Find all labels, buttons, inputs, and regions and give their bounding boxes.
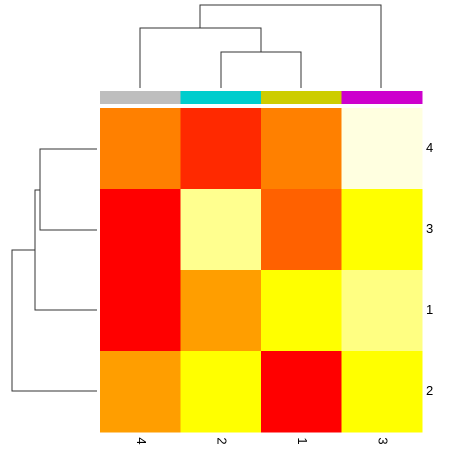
row-label: 1	[426, 302, 433, 317]
heatmap-cell	[100, 108, 181, 190]
heatmap-cell	[180, 189, 262, 271]
row-label: 3	[426, 221, 433, 236]
heatmap-cell	[261, 189, 342, 271]
heatmap-cell	[180, 270, 262, 352]
heatmap-cell	[261, 270, 342, 352]
column-color-bar	[261, 91, 342, 104]
heatmap-cell	[341, 270, 423, 352]
heatmap-cell	[261, 108, 342, 190]
heatmap-cell	[180, 351, 262, 433]
column-color-bar	[100, 91, 181, 104]
heatmap-cell	[100, 351, 181, 433]
row-label: 4	[426, 140, 433, 155]
heatmap-cell	[341, 351, 423, 433]
heatmap-cell	[100, 270, 181, 352]
row-label: 2	[426, 383, 433, 398]
heatmap-cell	[100, 189, 181, 271]
heatmap-cell	[261, 351, 342, 433]
column-color-bar	[341, 91, 423, 104]
heatmap-cell	[341, 189, 423, 271]
column-label: 1	[295, 437, 310, 444]
column-label: 3	[375, 437, 390, 444]
column-label: 2	[214, 437, 229, 444]
column-label: 4	[134, 437, 149, 444]
heatmap-cell	[180, 108, 262, 190]
column-dendrogram	[139, 4, 382, 88]
heatmap-cell	[341, 108, 423, 190]
column-color-bar	[180, 91, 262, 104]
row-dendrogram	[11, 148, 97, 392]
